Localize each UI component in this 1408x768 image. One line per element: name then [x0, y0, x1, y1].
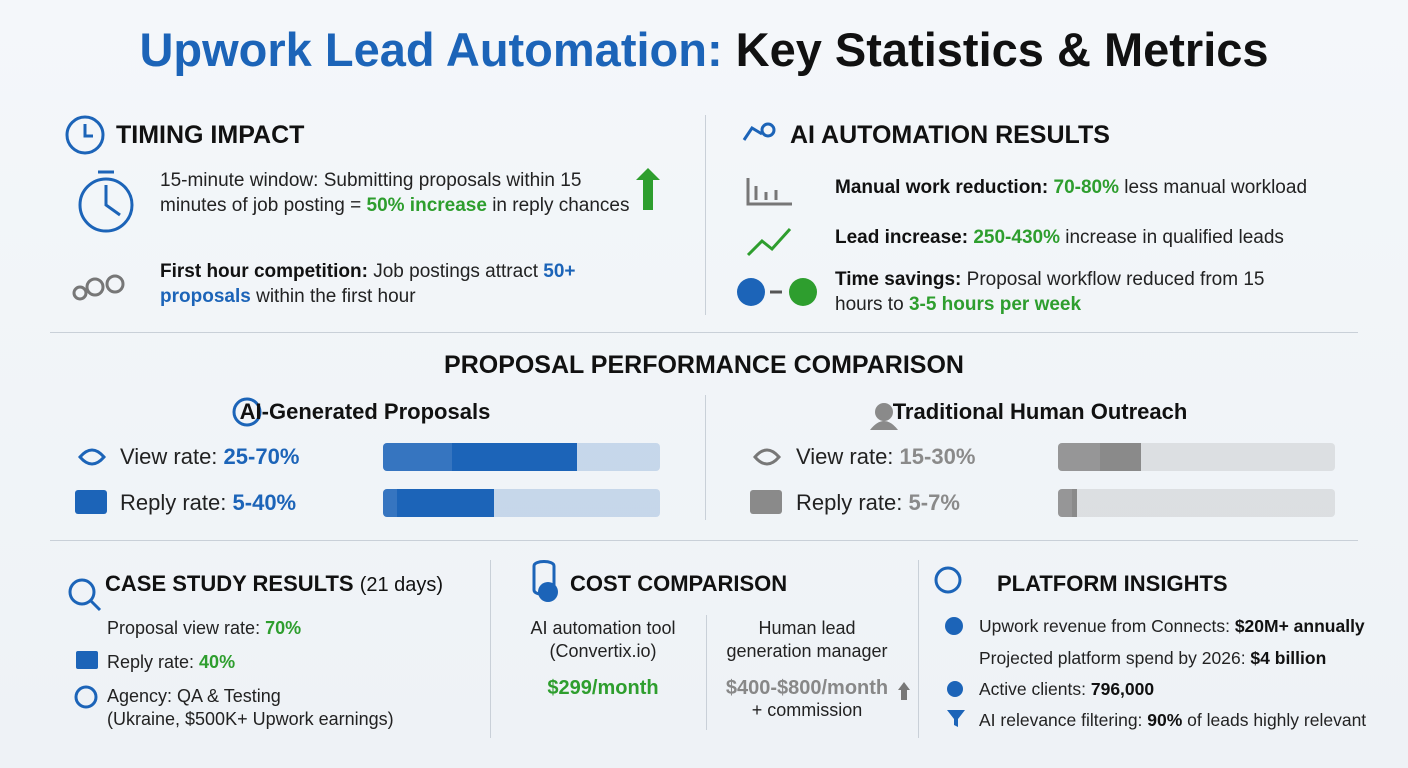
- stat: Proposal view rate: 70%: [107, 617, 477, 640]
- heading-text: CASE STUDY RESULTS: [105, 571, 354, 596]
- rate-value: 25-70%: [223, 444, 300, 469]
- heading-note: (21 days): [359, 574, 444, 596]
- title-part: Upwork Lead Automation:: [139, 23, 723, 76]
- clock-icon: [65, 115, 105, 155]
- text-run: Active clients:: [979, 679, 1091, 699]
- section-heading: CASE STUDY RESULTS (21 days): [105, 571, 443, 597]
- text-run: 50+ proposals: [160, 261, 576, 307]
- divider: [705, 395, 706, 520]
- section-heading: PROPOSAL PERFORMANCE COMPARISON: [444, 351, 964, 379]
- divider: [706, 615, 707, 730]
- stat: Active clients: 796,000: [979, 678, 1399, 701]
- text-run: 50% increase: [366, 195, 487, 216]
- bar-track: [1058, 489, 1335, 517]
- bar-base: [1058, 443, 1100, 471]
- bar-base: [1058, 489, 1072, 517]
- text-run: Proposal workflow reduced from 15 hours …: [835, 269, 1265, 315]
- text-run: 90%: [1147, 710, 1183, 730]
- bar-track: [383, 443, 660, 471]
- stat: Reply rate: 40%: [107, 651, 477, 674]
- divider: [490, 560, 491, 738]
- divider: [50, 540, 1358, 541]
- section-heading: PLATFORM INSIGHTS: [997, 571, 1228, 596]
- stat: Lead increase: 250-430% increase in qual…: [835, 225, 1355, 250]
- cost-label: AI automation tool (Convertix.io): [530, 618, 676, 661]
- rate-row: Reply rate: 5-7%: [796, 490, 960, 516]
- text-run: 40%: [199, 652, 236, 672]
- rate-row: Reply rate: 5-40%: [120, 490, 296, 516]
- text-run: 70%: [265, 618, 302, 638]
- text-run: Manual work reduction:: [835, 177, 1049, 198]
- text-run: (Ukraine, $500K+ Upwork earnings): [107, 709, 394, 729]
- text-run: First hour competition:: [160, 261, 368, 282]
- stat: Upwork revenue from Connects: $20M+ annu…: [979, 615, 1399, 638]
- bar-range: [1071, 489, 1078, 517]
- text-run: Time savings:: [835, 269, 962, 290]
- stat: Manual work reduction: 70-80% less manua…: [835, 175, 1355, 200]
- rate-label: View rate:: [120, 444, 218, 469]
- bar-range: [452, 443, 577, 471]
- title-part: Key Statistics & Metrics: [735, 23, 1269, 76]
- section-heading: AI AUTOMATION RESULTS: [790, 121, 1110, 149]
- group-title: AI-Generated Proposals: [239, 399, 491, 424]
- bar-base: [383, 489, 397, 517]
- divider: [918, 560, 919, 738]
- rate-label: Reply rate:: [120, 490, 227, 515]
- text-run: $20M+ annually: [1234, 616, 1365, 636]
- rate-value: 5-40%: [232, 490, 297, 515]
- text-run: in reply chances: [486, 195, 630, 216]
- text-run: Upwork revenue from Connects:: [979, 616, 1235, 636]
- text-run: Job postings attract: [367, 261, 544, 282]
- divider: [50, 332, 1358, 333]
- text-run: Lead increase:: [835, 227, 969, 248]
- text-run: Agency: QA & Testing: [107, 686, 281, 706]
- bar-base: [383, 443, 453, 471]
- text-run: Submitting proposals within 15 minutes o…: [160, 170, 582, 216]
- stat: First hour competition: Job postings att…: [160, 259, 630, 309]
- stat: 15-minute window: Submitting proposals w…: [160, 168, 630, 218]
- section-heading: COST COMPARISON: [570, 571, 788, 596]
- stat: Projected platform spend by 2026: $4 bil…: [979, 647, 1399, 670]
- title: Upwork Lead Automation: Key Statistics &…: [0, 22, 1408, 77]
- group-title: Traditional Human Outreach: [892, 399, 1188, 424]
- cost-label: Human lead generation manager: [726, 618, 888, 661]
- rate-label: View rate:: [796, 444, 894, 469]
- cost-price: $299/month: [547, 677, 659, 699]
- text-run: $4 billion: [1250, 648, 1327, 668]
- text-run: Proposal view rate:: [107, 618, 266, 638]
- text-run: Reply rate:: [107, 652, 200, 672]
- text-run: 15-minute window:: [160, 170, 319, 191]
- text-run: 3-5 hours per week: [908, 294, 1082, 315]
- rate-label: Reply rate:: [796, 490, 903, 515]
- bar-range: [396, 489, 494, 517]
- bar-track: [383, 489, 660, 517]
- text-run: AI relevance filtering:: [979, 710, 1148, 730]
- rate-value: 5-7%: [908, 490, 960, 515]
- cost-price: $400-$800/month: [725, 677, 889, 699]
- text-run: 796,000: [1090, 679, 1155, 699]
- text-run: 70-80%: [1053, 177, 1120, 198]
- text-run: of leads highly relevant: [1182, 710, 1367, 730]
- bar-range: [1099, 443, 1142, 471]
- text-run: increase in qualified leads: [1059, 227, 1284, 248]
- text-run: Projected platform spend by 2026:: [979, 648, 1251, 668]
- stopwatch-icon: [78, 177, 134, 233]
- bar-track: [1058, 443, 1335, 471]
- stat: Agency: QA & Testing (Ukraine, $500K+ Upw…: [107, 685, 477, 731]
- stat: Time savings: Proposal workflow reduced …: [835, 267, 1315, 317]
- text-run: less manual workload: [1119, 177, 1308, 198]
- rate-value: 15-30%: [899, 444, 976, 469]
- text-run: 250-430%: [973, 227, 1060, 248]
- section-heading: TIMING IMPACT: [116, 121, 305, 149]
- text-run: within the first hour: [250, 286, 416, 307]
- rate-row: View rate: 25-70%: [120, 444, 299, 470]
- cost-note: + commission: [751, 700, 863, 720]
- divider: [705, 115, 706, 315]
- stat: AI relevance filtering: 90% of leads hig…: [979, 709, 1399, 732]
- rate-row: View rate: 15-30%: [796, 444, 975, 470]
